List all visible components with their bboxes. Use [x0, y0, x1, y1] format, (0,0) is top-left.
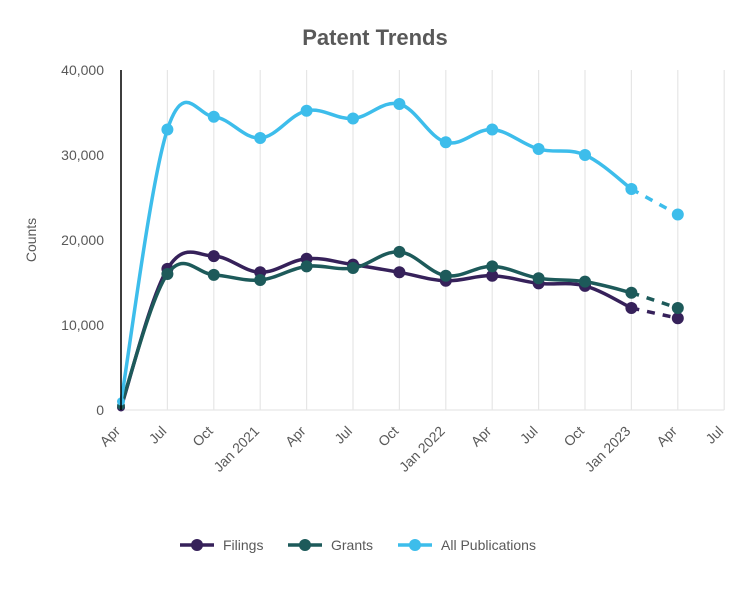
series-lines: [117, 98, 684, 412]
series-grants: [117, 245, 684, 410]
x-tick-label: Jul: [146, 423, 170, 447]
y-axis-ticks: 0 10,000 20,000 30,000 40,000: [61, 62, 104, 418]
x-tick-label: Oct: [375, 423, 402, 450]
series-projection-filings: [631, 306, 679, 320]
data-point-all-publications[interactable]: [254, 132, 267, 144]
y-tick-label: 10,000: [61, 317, 104, 333]
x-tick-label: Jul: [517, 423, 541, 447]
legend-label: Filings: [223, 537, 263, 553]
data-point-grants[interactable]: [393, 245, 406, 258]
data-point-all-publications[interactable]: [532, 143, 545, 156]
data-point-grants[interactable]: [161, 268, 174, 280]
data-point-all-publications[interactable]: [161, 123, 174, 136]
data-point-all-publications[interactable]: [579, 149, 591, 161]
legend-label: Grants: [331, 537, 373, 553]
x-tick-label: Oct: [189, 423, 216, 450]
x-tick-label: Jan 2023: [581, 423, 633, 475]
data-point-filings[interactable]: [625, 302, 638, 314]
data-point-grants[interactable]: [207, 268, 220, 281]
x-tick-label: Jul: [702, 423, 726, 447]
legend: Filings Grants All Publications: [180, 537, 536, 553]
data-point-filings[interactable]: [671, 312, 684, 325]
chart-title: Patent Trends: [302, 25, 447, 50]
legend-marker-icon: [299, 539, 311, 551]
x-tick-label: Apr: [468, 423, 495, 450]
legend-item-filings[interactable]: Filings: [180, 537, 263, 553]
data-point-grants[interactable]: [347, 262, 359, 275]
x-tick-label: Apr: [653, 423, 680, 450]
data-point-all-publications[interactable]: [300, 104, 313, 117]
x-tick-label: Oct: [560, 423, 587, 450]
gridlines: [120, 70, 725, 411]
legend-marker-icon: [409, 539, 421, 551]
data-point-all-publications[interactable]: [393, 98, 406, 110]
y-axis-label: Counts: [23, 218, 39, 262]
series-projection-all-publications: [630, 187, 679, 217]
series-line-filings: [119, 250, 634, 410]
y-tick-label: 40,000: [61, 62, 104, 78]
data-point-grants[interactable]: [300, 260, 313, 273]
y-tick-label: 0: [96, 402, 104, 418]
data-point-filings[interactable]: [486, 269, 499, 282]
data-point-all-publications[interactable]: [207, 110, 220, 123]
x-tick-label: Jan 2022: [396, 423, 448, 475]
y-tick-label: 20,000: [61, 232, 104, 248]
data-point-all-publications[interactable]: [671, 208, 684, 221]
data-point-grants[interactable]: [579, 275, 591, 288]
x-tick-label: Jan 2021: [210, 423, 262, 475]
data-point-all-publications[interactable]: [625, 183, 638, 195]
data-point-all-publications[interactable]: [347, 112, 359, 125]
series-all-publications: [117, 98, 684, 406]
series-projection-grants: [630, 291, 679, 310]
data-point-grants[interactable]: [671, 302, 684, 314]
data-point-grants[interactable]: [486, 260, 499, 273]
legend-item-all-publications[interactable]: All Publications: [398, 537, 536, 553]
legend-marker-icon: [191, 539, 203, 551]
series-filings: [117, 250, 684, 412]
data-point-filings[interactable]: [207, 250, 220, 263]
series-line-grants: [119, 250, 634, 408]
x-tick-label: Jul: [331, 423, 355, 447]
data-point-grants[interactable]: [254, 273, 267, 286]
y-tick-label: 30,000: [61, 147, 104, 163]
x-tick-label: Apr: [282, 423, 309, 450]
legend-item-grants[interactable]: Grants: [288, 537, 373, 553]
data-point-grants[interactable]: [532, 272, 545, 285]
data-point-filings[interactable]: [393, 266, 406, 279]
data-point-all-publications[interactable]: [486, 123, 499, 136]
x-tick-label: Apr: [96, 423, 123, 450]
legend-label: All Publications: [441, 537, 536, 553]
data-point-all-publications[interactable]: [439, 136, 452, 149]
data-point-grants[interactable]: [439, 269, 452, 282]
data-point-grants[interactable]: [625, 286, 638, 299]
